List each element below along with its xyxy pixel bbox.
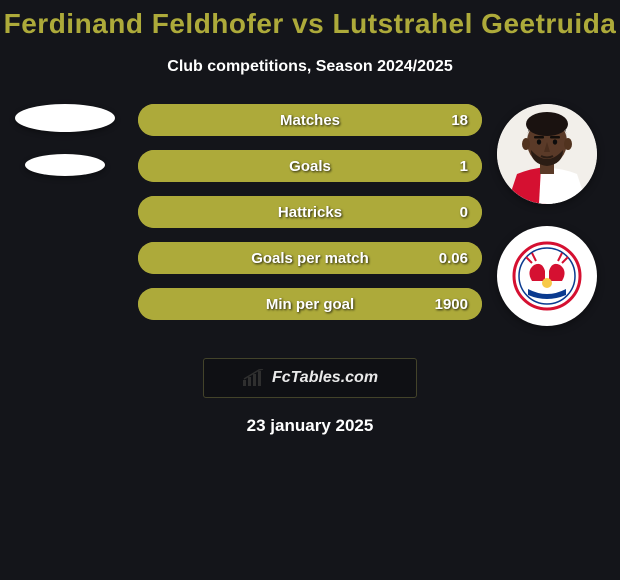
club-logo-icon (512, 241, 582, 311)
bar-label: Goals per match (138, 242, 482, 274)
bar-label: Min per goal (138, 288, 482, 320)
right-column (492, 104, 602, 326)
bar-label: Goals (138, 150, 482, 182)
player1-name: Ferdinand Feldhofer (4, 8, 284, 39)
brand-text: FcTables.com (272, 369, 378, 387)
left-column (10, 104, 120, 176)
main-area: Matches18 Goals1 Hattricks0 Goals per match… (0, 104, 620, 344)
left-ellipse-1 (25, 154, 105, 176)
stat-bar: Matches18 (138, 104, 482, 136)
player2-avatar (497, 104, 597, 204)
left-ellipse-0 (15, 104, 115, 132)
bar-value-right: 0 (460, 196, 468, 228)
bar-label: Hattricks (138, 196, 482, 228)
avatar-icon (497, 104, 597, 204)
page-title: Ferdinand Feldhofer vs Lutstrahel Geetru… (0, 0, 620, 40)
bar-value-right: 1900 (435, 288, 468, 320)
bar-value-right: 18 (451, 104, 468, 136)
subtitle: Club competitions, Season 2024/2025 (0, 58, 620, 76)
stat-bar: Goals1 (138, 150, 482, 182)
bar-label: Matches (138, 104, 482, 136)
bar-value-right: 0.06 (439, 242, 468, 274)
stat-bar: Goals per match0.06 (138, 242, 482, 274)
stat-bar: Hattricks0 (138, 196, 482, 228)
bar-value-right: 1 (460, 150, 468, 182)
brand-box: FcTables.com (203, 358, 417, 398)
vs-label: vs (292, 8, 324, 39)
player2-name: Lutstrahel Geetruida (333, 8, 617, 39)
stat-bar: Min per goal1900 (138, 288, 482, 320)
date-label: 23 january 2025 (0, 416, 620, 436)
comparison-card: Ferdinand Feldhofer vs Lutstrahel Geetru… (0, 0, 620, 580)
stat-bars: Matches18 Goals1 Hattricks0 Goals per match… (138, 104, 482, 320)
club-badge (497, 226, 597, 326)
barchart-icon (242, 369, 266, 387)
